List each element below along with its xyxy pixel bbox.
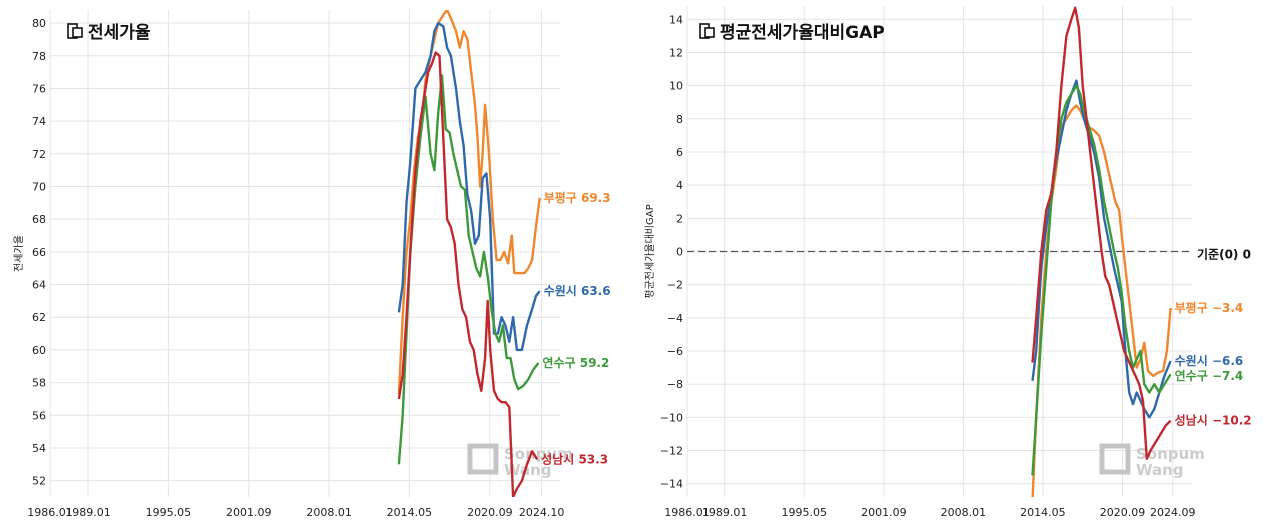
- x-tick-label: 1986.01: [27, 506, 73, 519]
- watermark-icon: [1099, 443, 1131, 475]
- chart-svg: −14 −12 −10 −8 −6 −4 −2 0 2 4 6 8 10 12 14 1986.011989.…: [644, 6, 1252, 519]
- x-tick-label: 2014.05: [387, 506, 433, 519]
- series-end-label: 연수구 59.2: [542, 355, 609, 370]
- y-tick-label: 64: [32, 279, 46, 292]
- series-line-성남시: [397, 51, 539, 497]
- y-tick-label: 60: [32, 344, 46, 357]
- chart-title: 평균전세가율대비GAP: [699, 23, 885, 43]
- series-end-label: 부평구 −3.4: [1175, 301, 1244, 315]
- title-icon: [704, 27, 715, 38]
- reference-line-label: 기준(0) 0: [1197, 247, 1251, 262]
- y-tick-label: 10: [669, 80, 683, 93]
- y-tick-label: 0: [676, 246, 683, 259]
- y-tick-label: 2: [676, 212, 683, 225]
- y-axis-label: 전세가율: [13, 235, 25, 272]
- y-tick-label: 76: [32, 82, 46, 95]
- x-tick-label: 2008.01: [941, 506, 987, 519]
- series-end-label: 성남시 53.3: [541, 451, 608, 466]
- x-tick-label: 1995.05: [781, 506, 827, 519]
- y-tick-label: 54: [32, 442, 46, 455]
- series-end-label: 수원시 63.6: [544, 284, 611, 298]
- series-line-연수구: [397, 74, 540, 465]
- y-tick-label: 6: [676, 146, 683, 159]
- x-tick-label: 2020.09: [467, 506, 513, 519]
- y-tick-label: −10: [660, 411, 683, 424]
- chart-panel-jeonse-ratio: 52 54 56 58 60 62 64 66 68 70 72 74 76 78 80 1986.01 198…: [13, 10, 611, 519]
- y-tick-label: 72: [32, 148, 46, 161]
- x-tick-label: 2001.09: [861, 506, 907, 519]
- title-icon: [72, 27, 83, 38]
- y-tick-label: 14: [669, 13, 683, 26]
- y-tick-label: 66: [32, 246, 46, 259]
- y-tick-label: −8: [667, 378, 683, 391]
- watermark-text: Wang: [1136, 461, 1184, 479]
- y-tick-label: 62: [32, 311, 46, 324]
- series-end-label: 성남시 −10.2: [1175, 413, 1252, 428]
- chart-svg: 52 54 56 58 60 62 64 66 68 70 72 74 76 78 80 1986.01198…: [13, 10, 611, 519]
- chart-title-text: 평균전세가율대비GAP: [720, 23, 885, 43]
- chart-panel-gap: −14 −12 −10 −8 −6 −4 −2 0 2 4 6 8 10 12 14 1986.01 1989.…: [640, 0, 1280, 529]
- series-line-부평구: [1031, 104, 1172, 497]
- series-end-label: 부평구 69.3: [544, 191, 611, 205]
- x-tick-label: 2014.05: [1020, 506, 1066, 519]
- y-tick-label: 80: [32, 17, 46, 30]
- y-tick-label: −4: [667, 312, 683, 325]
- series-end-label: 연수구 −7.4: [1175, 368, 1244, 383]
- y-tick-label: −12: [660, 445, 683, 458]
- y-tick-label: 78: [32, 50, 46, 63]
- x-tick-label: 1986.01: [664, 506, 710, 519]
- x-tick-label: 2001.09: [226, 506, 272, 519]
- y-tick-label: 68: [32, 213, 46, 226]
- x-tick-label: 1989.01: [65, 506, 111, 519]
- watermark-icon: [467, 443, 499, 475]
- x-tick-label: 2024.10: [519, 506, 565, 519]
- watermark-text: Wang: [504, 461, 552, 479]
- y-tick-label: 4: [676, 179, 683, 192]
- watermark-text: Sonpum: [504, 445, 573, 463]
- x-tick-label: 1995.05: [146, 506, 192, 519]
- x-tick-label: 2008.01: [306, 506, 352, 519]
- y-tick-label: 8: [676, 113, 683, 126]
- y-tick-label: −14: [660, 478, 683, 491]
- series-end-label: 수원시 −6.6: [1175, 354, 1244, 368]
- chart-title-text: 전세가율: [88, 23, 151, 43]
- chart-title: 전세가율: [67, 23, 151, 43]
- series-line-수원시: [397, 21, 541, 352]
- x-tick-label: 1989.01: [702, 506, 748, 519]
- y-tick-label: −6: [667, 345, 683, 358]
- y-tick-label: 12: [669, 46, 683, 59]
- y-tick-label: 74: [32, 115, 46, 128]
- y-tick-label: −2: [667, 279, 683, 292]
- y-tick-label: 58: [32, 377, 46, 390]
- y-tick-label: 70: [32, 180, 46, 193]
- y-tick-label: 52: [32, 475, 46, 488]
- x-tick-label: 2024.09: [1150, 506, 1196, 519]
- y-axis-label: 평균전세가율대비GAP: [644, 204, 656, 298]
- watermark-text: Sonpum: [1136, 445, 1205, 463]
- series-line-성남시: [1031, 6, 1172, 460]
- grid: [49, 10, 560, 497]
- y-tick-label: 56: [32, 409, 46, 422]
- x-tick-label: 2020.09: [1100, 506, 1146, 519]
